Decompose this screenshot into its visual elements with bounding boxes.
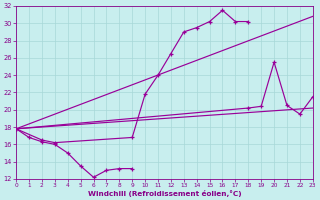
X-axis label: Windchill (Refroidissement éolien,°C): Windchill (Refroidissement éolien,°C) (88, 190, 241, 197)
